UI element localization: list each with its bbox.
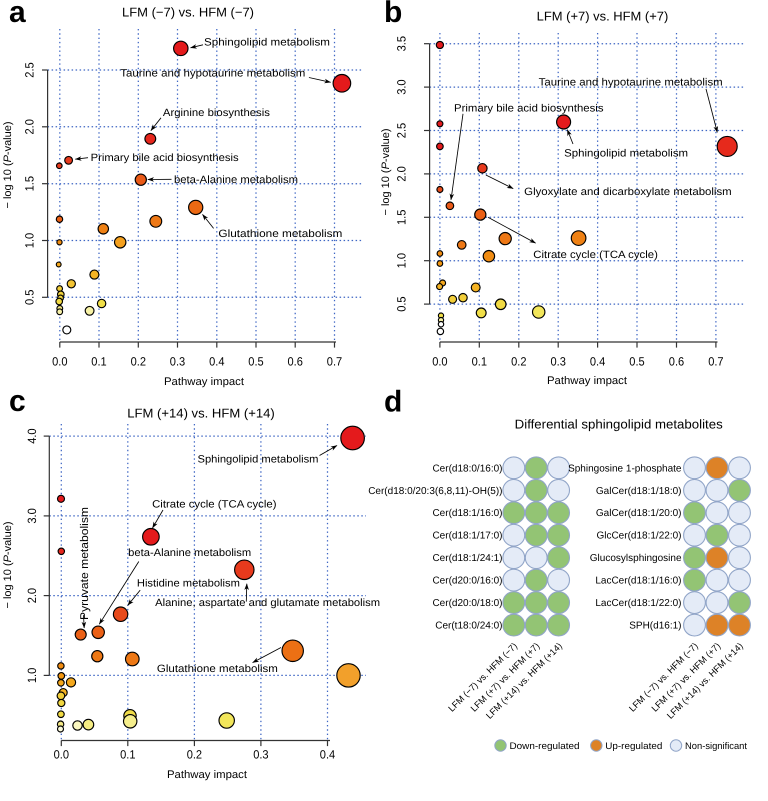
svg-text:Pyruvate metabolism: Pyruvate metabolism: [79, 507, 91, 620]
svg-text:0.0: 0.0: [52, 355, 68, 369]
svg-text:LFM (−7) vs. HFM (−7): LFM (−7) vs. HFM (−7): [122, 5, 254, 20]
svg-text:3.5: 3.5: [395, 36, 409, 52]
svg-text:0.1: 0.1: [91, 355, 107, 369]
svg-text:b: b: [384, 0, 402, 29]
svg-text:Histidine metabolism: Histidine metabolism: [137, 578, 240, 590]
svg-text:Sphingosine 1-phosphate: Sphingosine 1-phosphate: [568, 463, 682, 474]
svg-text:1.5: 1.5: [23, 176, 37, 192]
svg-text:0.5: 0.5: [248, 355, 264, 369]
svg-text:1.5: 1.5: [395, 209, 409, 225]
svg-text:Glucosylsphingosine: Glucosylsphingosine: [590, 553, 682, 564]
svg-text:Pathway impact: Pathway impact: [547, 375, 627, 387]
svg-text:1.0: 1.0: [395, 253, 409, 269]
svg-text:Taurine and hypotaurine metabo: Taurine and hypotaurine metabolism: [120, 68, 305, 80]
svg-text:1.0: 1.0: [23, 233, 37, 249]
svg-text:LacCer(d18:1/22:0): LacCer(d18:1/22:0): [595, 598, 681, 609]
svg-text:− log 10 (P-value): − log 10 (P-value): [380, 129, 392, 216]
svg-text:0.5: 0.5: [629, 355, 645, 369]
svg-text:Primary bile acid biosynthesis: Primary bile acid biosynthesis: [454, 103, 604, 115]
svg-text:0.3: 0.3: [170, 355, 186, 369]
svg-text:GalCer(d18:1/20:0): GalCer(d18:1/20:0): [596, 508, 682, 519]
svg-text:0.4: 0.4: [590, 355, 606, 369]
svg-text:1.0: 1.0: [25, 667, 39, 683]
svg-text:0.0: 0.0: [432, 355, 448, 369]
svg-text:a: a: [9, 0, 26, 29]
svg-text:− log 10 (P-value): − log 10 (P-value): [2, 122, 14, 209]
svg-text:Alanine, aspartate and glutama: Alanine, aspartate and glutamate metabol…: [155, 597, 380, 609]
svg-text:LFM (+14) vs. HFM (+14): LFM (+14) vs. HFM (+14): [127, 406, 275, 421]
svg-text:0.3: 0.3: [551, 355, 567, 369]
svg-text:beta-Alanine metabolism: beta-Alanine metabolism: [128, 547, 251, 559]
svg-text:Cer(d18:1/16:0): Cer(d18:1/16:0): [432, 508, 502, 519]
svg-text:d: d: [384, 386, 402, 419]
svg-text:2.5: 2.5: [23, 62, 37, 78]
svg-text:3.0: 3.0: [25, 508, 39, 524]
svg-text:0.5: 0.5: [23, 289, 37, 305]
svg-text:Cer(t18:0/24:0): Cer(t18:0/24:0): [435, 621, 502, 632]
svg-text:Taurine and hypotaurine metabo: Taurine and hypotaurine metabolism: [539, 77, 723, 89]
svg-text:0.2: 0.2: [511, 355, 527, 369]
svg-text:0.2: 0.2: [131, 355, 147, 369]
svg-text:Cer(d18:0/20:3(6,8,11)-OH(5)): Cer(d18:0/20:3(6,8,11)-OH(5)): [368, 486, 502, 497]
svg-text:Glyoxylate and dicarboxylate m: Glyoxylate and dicarboxylate metabolism: [524, 186, 732, 198]
svg-text:Sphingolipid metabolism: Sphingolipid metabolism: [198, 454, 319, 466]
svg-text:0.6: 0.6: [669, 355, 685, 369]
svg-text:0.7: 0.7: [708, 355, 724, 369]
svg-text:SPH(d16:1): SPH(d16:1): [629, 621, 681, 632]
svg-text:Cer(d18:1/17:0): Cer(d18:1/17:0): [432, 531, 502, 542]
svg-text:2.0: 2.0: [25, 588, 39, 604]
svg-text:GlcCer(d18:1/22:0): GlcCer(d18:1/22:0): [596, 531, 681, 542]
svg-text:2.0: 2.0: [395, 166, 409, 182]
svg-text:Pathway impact: Pathway impact: [164, 376, 244, 388]
svg-text:0.7: 0.7: [327, 355, 343, 369]
svg-text:0.6: 0.6: [288, 355, 304, 369]
svg-text:− log 10 (P-value): − log 10 (P-value): [2, 522, 14, 609]
svg-text:Cer(d18:1/24:1): Cer(d18:1/24:1): [432, 553, 502, 564]
svg-text:Non-significant: Non-significant: [685, 741, 747, 752]
svg-text:LacCer(d18:1/16:0): LacCer(d18:1/16:0): [595, 576, 681, 587]
svg-text:GalCer(d18:1/18:0): GalCer(d18:1/18:0): [596, 486, 682, 497]
svg-text:4.0: 4.0: [25, 428, 39, 444]
svg-text:0.3: 0.3: [253, 748, 269, 762]
svg-text:2.5: 2.5: [395, 123, 409, 139]
svg-text:0.1: 0.1: [472, 355, 488, 369]
svg-text:2.0: 2.0: [23, 119, 37, 135]
svg-text:Differential sphingolipid meta: Differential sphingolipid metabolites: [515, 417, 723, 432]
svg-text:0.0: 0.0: [54, 748, 70, 762]
svg-text:Cer(d20:0/16:0): Cer(d20:0/16:0): [432, 576, 502, 587]
svg-text:Glutathione metabolism: Glutathione metabolism: [157, 663, 278, 675]
svg-text:Up-regulated: Up-regulated: [605, 741, 662, 752]
svg-text:Citrate cycle (TCA cycle): Citrate cycle (TCA cycle): [152, 499, 276, 511]
svg-text:Glutathione metabolism: Glutathione metabolism: [218, 228, 342, 240]
svg-text:LFM (+7) vs. HFM (+7): LFM (+7) vs. HFM (+7): [537, 9, 669, 24]
svg-text:c: c: [9, 385, 26, 418]
svg-text:beta-Alanine metabolism: beta-Alanine metabolism: [174, 174, 298, 186]
svg-text:Down-regulated: Down-regulated: [510, 741, 580, 752]
svg-text:0.4: 0.4: [209, 355, 225, 369]
svg-text:Cer(d20:0/18:0): Cer(d20:0/18:0): [432, 598, 502, 609]
svg-text:3.0: 3.0: [395, 79, 409, 95]
svg-text:Primary bile acid biosynthesis: Primary bile acid biosynthesis: [91, 152, 239, 164]
svg-text:0.2: 0.2: [187, 748, 203, 762]
svg-text:Citrate cycle (TCA cycle): Citrate cycle (TCA cycle): [533, 249, 658, 261]
svg-text:Sphingolipid metabolism: Sphingolipid metabolism: [564, 148, 688, 160]
svg-text:Arginine biosynthesis: Arginine biosynthesis: [163, 107, 270, 119]
svg-text:Cer(d18:0/16:0): Cer(d18:0/16:0): [432, 463, 502, 474]
svg-text:Sphingolipid metabolism: Sphingolipid metabolism: [204, 36, 330, 48]
svg-text:0.4: 0.4: [320, 748, 336, 762]
svg-text:Pathway impact: Pathway impact: [167, 769, 247, 781]
svg-text:0.5: 0.5: [395, 296, 409, 312]
svg-text:0.1: 0.1: [120, 748, 136, 762]
